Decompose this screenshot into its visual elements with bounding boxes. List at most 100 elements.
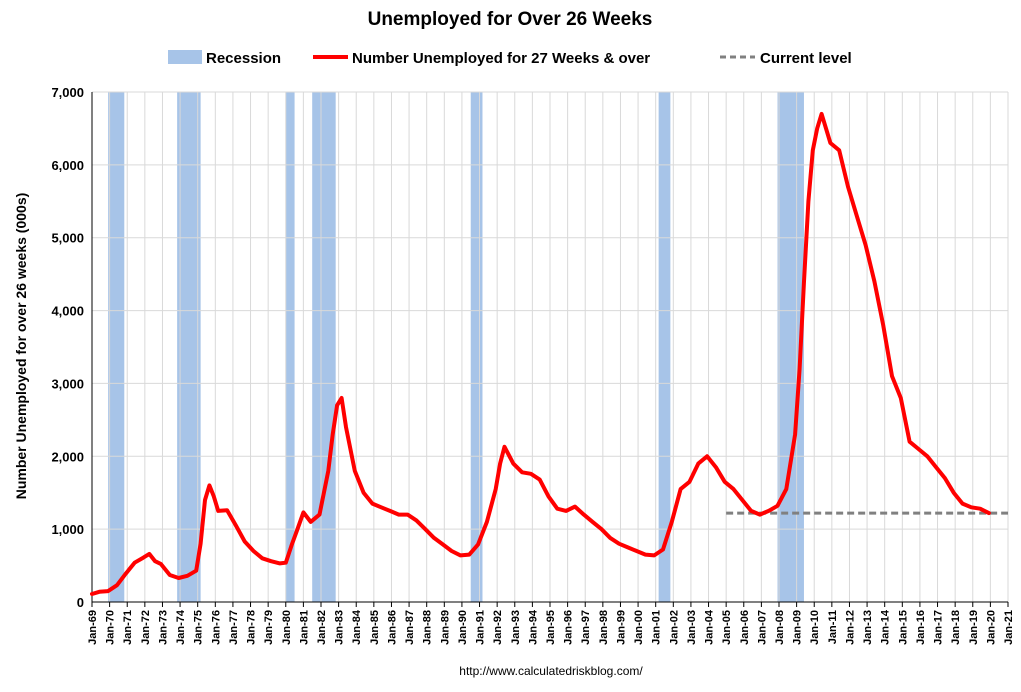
x-tick-label-47: Jan-16 [915,610,927,645]
y-tick-label-7: 7,000 [51,85,84,100]
x-tick-label-33: Jan-02 [668,610,680,645]
series-0-point-91 [806,199,810,203]
series-0-point-19 [225,508,229,512]
series-0-point-38 [361,491,366,495]
series-0-point-102 [890,374,894,378]
source-label: http://www.calculatedriskblog.com/ [459,664,643,678]
x-tick-label-50: Jan-19 [968,610,980,645]
x-tick-label-4: Jan-73 [157,610,169,645]
series-0-point-14 [199,542,203,546]
x-tick-label-34: Jan-03 [686,610,698,645]
series-0-point-1 [97,590,101,594]
x-tick-label-19: Jan-88 [422,610,434,645]
series-0-point-35 [339,396,344,400]
series-0-point-81 [731,487,736,491]
series-0-point-94 [819,112,824,116]
series-0-point-2 [106,589,110,593]
x-tick-label-15: Jan-84 [351,609,363,645]
x-tick-label-32: Jan-01 [651,610,663,645]
series-0-point-28 [295,527,300,531]
series-0-point-47 [441,542,445,547]
y-tick-label-4: 4,000 [51,304,84,319]
chart-title: Unemployed for Over 26 Weeks [368,9,653,30]
series-0-point-96 [837,148,841,152]
series-0-point-40 [379,505,383,509]
series-0-point-68 [617,542,621,546]
x-tick-label-10: Jan-79 [263,610,275,645]
series-0-point-77 [696,461,700,466]
x-tick-label-16: Jan-85 [369,610,381,645]
series-0-point-103 [899,396,903,400]
series-0-point-98 [855,214,859,218]
series-0-point-29 [301,510,305,514]
legend-recession-label: Recession [206,50,281,67]
series-0-point-31 [317,512,322,517]
series-0-point-3 [115,583,119,587]
x-tick-label-41: Jan-10 [809,610,821,645]
x-tick-label-11: Jan-80 [281,610,293,645]
series-0-point-58 [529,472,533,476]
x-tick-label-23: Jan-92 [492,610,504,645]
series-0-point-99 [864,243,868,247]
legend: Recession Number Unemployed for 27 Weeks… [168,50,852,67]
series-0-point-11 [177,576,181,580]
series-0-point-32 [326,469,330,473]
recession-band-3 [312,92,336,602]
series-0-point-44 [414,518,419,523]
series-0-point-92 [811,148,815,152]
series-0-point-37 [353,469,357,473]
series-0-point-95 [828,141,832,145]
x-tick-label-25: Jan-94 [527,609,539,645]
series-0-point-34 [335,403,339,407]
x-tick-label-28: Jan-97 [580,610,592,645]
x-tick-label-22: Jan-91 [475,610,487,645]
series-0-point-109 [952,491,956,495]
series-0-point-26 [284,561,288,565]
series-0-point-45 [423,527,427,531]
series-0-point-5 [132,561,137,565]
series-0-point-15 [203,498,207,502]
series-0-point-89 [797,367,802,371]
series-0-point-57 [520,470,524,474]
series-0-point-87 [784,487,788,491]
series-0-point-110 [960,502,965,506]
series-0-point-61 [555,507,559,511]
x-tick-label-37: Jan-06 [739,610,751,645]
series-0-point-12 [185,574,190,578]
series-0-point-39 [370,502,374,506]
y-tick-label-2: 2,000 [51,449,84,464]
x-tick-label-43: Jan-12 [844,610,856,645]
series-0-point-85 [767,509,771,513]
series-0-point-17 [212,494,216,498]
x-tick-label-29: Jan-98 [598,610,610,645]
series-0-point-7 [147,552,151,556]
x-tick-label-9: Jan-78 [246,610,258,645]
series-0-point-21 [243,539,247,544]
recession-band-2 [285,92,295,602]
series-0-point-18 [216,509,220,513]
x-tick-label-46: Jan-15 [897,610,909,645]
series-0-point-65 [590,520,595,524]
series-0-point-41 [388,509,392,513]
x-tick-label-52: Jan-21 [1003,610,1015,645]
y-tick-label-5: 5,000 [51,231,84,246]
recession-band-4 [470,92,483,602]
series-0-point-105 [916,447,921,451]
series-0-point-50 [467,553,471,557]
series-0-point-53 [494,487,498,491]
series-0-point-78 [705,454,709,458]
x-tick-label-49: Jan-18 [950,610,962,645]
series-0-point-71 [643,553,648,557]
series-0-point-75 [679,487,683,491]
x-tick-label-1: Jan-70 [105,610,117,645]
y-tick-label-6: 6,000 [51,158,84,173]
x-tick-label-40: Jan-09 [792,610,804,645]
series-0-point-13 [194,569,198,573]
series-0-point-108 [943,476,947,480]
series-0-point-55 [502,445,507,449]
y-tick-label-1: 1,000 [51,522,84,537]
x-tick-label-7: Jan-76 [210,610,222,645]
x-tick-label-35: Jan-04 [704,609,716,645]
series-0-point-54 [498,461,502,466]
series-0-point-83 [749,509,753,513]
